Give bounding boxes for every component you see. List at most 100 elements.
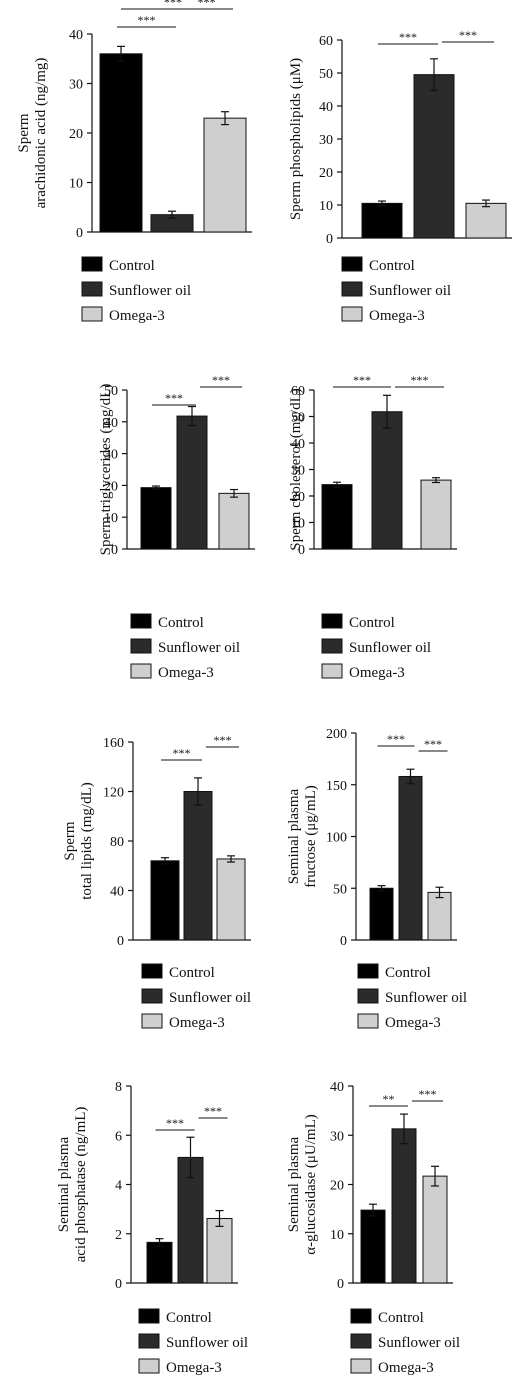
legend-label: Control	[169, 965, 215, 981]
y-tick-label: 60	[291, 384, 305, 399]
legend-label: Control	[385, 965, 431, 981]
legend-label: Sunflower oil	[369, 283, 451, 299]
legend-swatch	[321, 663, 343, 679]
bar-sunflower-oil	[398, 775, 423, 941]
y-tick-label: 40	[110, 885, 124, 900]
y-tick-label: 10	[319, 199, 333, 214]
legend: Control Sunflower oil Omega-3	[357, 963, 467, 1031]
legend-swatch	[357, 1013, 379, 1029]
y-tick-label: 40	[291, 437, 305, 452]
bar-omega-3	[427, 891, 452, 941]
significance-label: ***	[198, 0, 216, 9]
y-tick-label: 20	[69, 127, 83, 142]
significance-label: ***	[419, 1087, 437, 1101]
bar-control	[99, 53, 143, 233]
significance-label: **	[383, 1092, 395, 1106]
legend: Control Sunflower oil Omega-3	[350, 1308, 460, 1376]
bar-control	[140, 487, 172, 550]
bar-control	[146, 1241, 173, 1284]
bar-sunflower-oil	[371, 411, 403, 550]
bar-sunflower-oil	[177, 1156, 204, 1284]
legend-swatch	[81, 256, 103, 272]
y-tick-label: 50	[319, 67, 333, 82]
y-tick-label: 20	[330, 1179, 344, 1194]
y-tick-label: 30	[330, 1129, 344, 1144]
y-axis-label: Sperm triglycerides (mg/dL)	[98, 384, 114, 556]
legend-swatch	[130, 613, 152, 629]
significance-label: ***	[164, 0, 182, 9]
y-tick-label: 80	[110, 835, 124, 850]
bar-sunflower-oil	[176, 415, 208, 550]
y-tick-label: 50	[333, 882, 347, 897]
legend-swatch	[357, 963, 379, 979]
bar-control	[150, 860, 180, 941]
legend-swatch	[141, 988, 163, 1004]
legend-swatch	[321, 638, 343, 654]
y-tick-label: 0	[340, 934, 347, 949]
significance-label: ***	[212, 373, 230, 387]
y-axis-label: Spermtotal lipids (mg/dL)	[62, 782, 95, 900]
y-tick-label: 40	[104, 416, 118, 431]
legend-swatch	[141, 1013, 163, 1029]
bar-sunflower-oil	[413, 74, 455, 239]
y-tick-label: 0	[117, 934, 124, 949]
legend: Control Sunflower oil Omega-3	[130, 613, 240, 681]
y-tick-label: 10	[104, 511, 118, 526]
legend-swatch	[350, 1358, 372, 1374]
legend-label: Control	[349, 615, 395, 631]
significance-label: ***	[214, 733, 232, 747]
y-tick-label: 0	[115, 1277, 122, 1292]
legend-swatch	[321, 613, 343, 629]
y-tick-label: 10	[69, 177, 83, 192]
significance-label: ***	[424, 737, 442, 751]
y-tick-label: 20	[291, 490, 305, 505]
legend-label: Omega-3	[349, 665, 405, 681]
y-tick-label: 120	[103, 786, 124, 801]
legend-swatch	[357, 988, 379, 1004]
bar-control	[321, 484, 353, 550]
legend-label: Omega-3	[169, 1015, 225, 1031]
y-axis-label: Seminal plasmaα-glucosidase (μU/mL)	[286, 1114, 319, 1254]
y-tick-label: 40	[330, 1080, 344, 1095]
legend: Control Sunflower oil Omega-3	[321, 613, 431, 681]
y-tick-label: 160	[103, 736, 124, 751]
y-tick-label: 40	[319, 100, 333, 115]
significance-label: ***	[399, 30, 417, 44]
legend-label: Sunflower oil	[169, 990, 251, 1006]
y-tick-label: 150	[326, 779, 347, 794]
legend: Control Sunflower oil Omega-3	[341, 256, 451, 324]
bar-omega-3	[218, 492, 250, 550]
legend-label: Sunflower oil	[349, 640, 431, 656]
legend-swatch	[81, 281, 103, 297]
chart-panel-5: 0 40 80 120 160 Spermtotal lipids (mg/dL) *** *…	[62, 733, 251, 1031]
significance-label: ***	[411, 373, 429, 387]
significance-label: ***	[173, 746, 191, 760]
legend-label: Omega-3	[158, 665, 214, 681]
bar-omega-3	[203, 117, 247, 233]
legend-label: Omega-3	[109, 308, 165, 324]
bar-control	[361, 202, 403, 239]
y-tick-label: 6	[115, 1129, 122, 1144]
bar-control	[369, 887, 394, 941]
legend-label: Omega-3	[369, 308, 425, 324]
legend-label: Control	[158, 615, 204, 631]
y-tick-label: 60	[319, 34, 333, 49]
bar-sunflower-oil	[391, 1128, 417, 1284]
legend-label: Sunflower oil	[385, 990, 467, 1006]
bar-omega-3	[422, 1175, 448, 1284]
y-tick-label: 100	[326, 831, 347, 846]
legend-swatch	[81, 306, 103, 322]
y-axis-label: Sperm phospholipids (μM)	[288, 58, 304, 220]
y-tick-label: 30	[104, 448, 118, 463]
y-tick-label: 40	[69, 28, 83, 43]
legend-label: Sunflower oil	[166, 1335, 248, 1351]
legend: Control Sunflower oil Omega-3	[141, 963, 251, 1031]
legend-label: Omega-3	[385, 1015, 441, 1031]
legend-label: Sunflower oil	[109, 283, 191, 299]
y-tick-label: 30	[291, 464, 305, 479]
significance-label: ***	[166, 1116, 184, 1130]
legend: Control Sunflower oil Omega-3	[138, 1308, 248, 1376]
